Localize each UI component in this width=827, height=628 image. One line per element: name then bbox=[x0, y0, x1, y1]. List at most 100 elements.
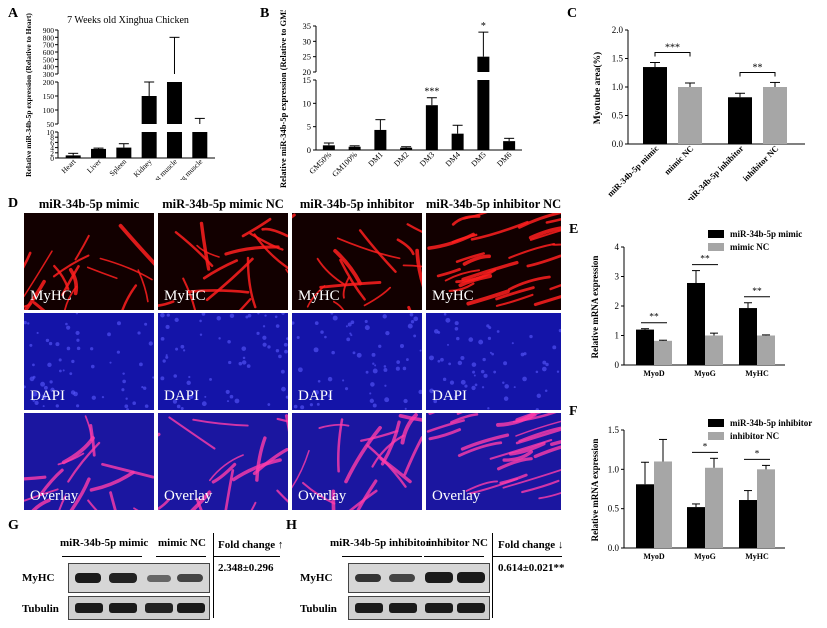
chart-b-ytick: 5 bbox=[307, 122, 311, 132]
chart-a-bar bbox=[192, 124, 208, 158]
chart-f-legend-swatch bbox=[708, 432, 724, 440]
chart-a-bar bbox=[65, 155, 81, 158]
chart-f-bar bbox=[636, 484, 654, 548]
chart-c-ytick: 1.0 bbox=[612, 82, 624, 92]
chart-c-bar bbox=[728, 97, 752, 144]
chart-b-ytick: 30 bbox=[303, 36, 312, 46]
chart-f-significance: * bbox=[703, 442, 708, 452]
chart-e-bar bbox=[705, 335, 723, 365]
chart-b-xtick: DM4 bbox=[444, 150, 462, 168]
chart-f-legend-label: miR-34b-5p inhibitor bbox=[730, 418, 812, 428]
micro-image-myhc-mimic-nc: MyHC bbox=[158, 213, 288, 310]
micro-row-label: DAPI bbox=[298, 388, 334, 404]
panel-label-a: A bbox=[8, 6, 19, 21]
chart-b-xtick: GM100% bbox=[330, 150, 359, 179]
chart-a-xtick: Heart bbox=[59, 156, 78, 175]
chart-f-ytick: 0.0 bbox=[608, 543, 620, 553]
micro-row-label: Overlay bbox=[164, 488, 213, 504]
chart-c-xtick: mimic NC bbox=[662, 143, 695, 176]
chart-b-bar bbox=[374, 129, 387, 150]
chart-e-legend-label: mimic NC bbox=[730, 242, 769, 252]
chart-b-significance: * bbox=[481, 21, 486, 32]
chart-e-significance: ** bbox=[649, 313, 659, 323]
micro-image-dapi-mimic-nc: DAPI bbox=[158, 313, 288, 410]
chart-f-bar bbox=[705, 467, 723, 548]
chart-a-ytick: 8 bbox=[50, 133, 54, 142]
wb-g-row-tubulin: Tubulin bbox=[22, 603, 59, 615]
micro-image-dapi-inhibitor-nc: DAPI bbox=[426, 313, 561, 410]
chart-e-bar bbox=[757, 335, 775, 365]
wb-h-myhc-blot bbox=[348, 563, 490, 593]
chart-e-ytick: 2 bbox=[615, 301, 620, 311]
wb-g-tubulin-blot bbox=[68, 596, 210, 620]
chart-a-ytick: 2 bbox=[50, 149, 54, 158]
chart-c-ylabel: Myotube area(%) bbox=[592, 52, 603, 124]
chart-a-ytick: 500 bbox=[43, 55, 55, 64]
micro-image-myhc-inhibitor-nc: MyHC bbox=[426, 213, 561, 310]
panel-label-h: H bbox=[286, 518, 297, 533]
chart-b-bar bbox=[322, 145, 335, 150]
chart-a-ytick: 200 bbox=[43, 78, 55, 87]
wb-g-group1: miR-34b-5p mimic bbox=[60, 537, 149, 549]
chart-b-bar bbox=[400, 147, 413, 150]
chart-b-bar bbox=[503, 141, 516, 150]
chart-e-legend-swatch bbox=[708, 243, 724, 251]
chart-b-xtick: DM6 bbox=[495, 150, 513, 168]
chart-a-title: 7 Weeks old Xinghua Chicken bbox=[67, 15, 189, 26]
chart-f-xtick: MyoD bbox=[643, 552, 665, 561]
micro-header-mimic: miR-34b-5p mimic bbox=[38, 197, 140, 211]
chart-c-significance: *** bbox=[665, 42, 680, 53]
chart-e-mrna-mimic: 0 1 2 3 4 MyoD MyoG MyHC ** ** ** miR-34b-5p mimic m… bbox=[590, 229, 802, 378]
wb-g-group2: mimic NC bbox=[158, 537, 206, 549]
micro-image-myhc-inhibitor: MyHC bbox=[292, 213, 422, 310]
chart-e-ytick: 4 bbox=[615, 242, 620, 252]
chart-b-xtick: DM2 bbox=[392, 150, 410, 168]
chart-f-ylabel: Relative mRNA expression bbox=[590, 439, 600, 542]
chart-c-bracket bbox=[739, 71, 776, 77]
chart-a-bar bbox=[166, 74, 182, 158]
micro-row-label: MyHC bbox=[432, 288, 474, 304]
micro-row-label: DAPI bbox=[30, 388, 66, 404]
chart-a-ytick: 6 bbox=[50, 138, 54, 147]
chart-e-legend-label: miR-34b-5p mimic bbox=[730, 229, 802, 239]
micro-header-inhibitor-nc: miR-34b-5p inhibitor NC bbox=[426, 197, 562, 211]
chart-a-ytick: 900 bbox=[43, 26, 55, 35]
panel-label-g: G bbox=[8, 518, 19, 533]
chart-c-ytick: 1.5 bbox=[612, 54, 624, 64]
wb-g-fold-header: Fold change ↑ bbox=[218, 539, 284, 551]
chart-e-bar bbox=[687, 282, 705, 365]
micro-image-overlay-inhibitor: Overlay bbox=[292, 413, 422, 510]
chart-a-xtick: Kidney bbox=[132, 157, 154, 179]
chart-a-bar bbox=[116, 147, 132, 158]
chart-f-ytick: 1.0 bbox=[608, 464, 620, 474]
micro-row-label: DAPI bbox=[432, 388, 468, 404]
chart-c-ytick: 0.5 bbox=[612, 111, 624, 121]
chart-e-xtick: MyoG bbox=[694, 369, 716, 378]
chart-f-xtick: MyoG bbox=[694, 552, 716, 561]
chart-e-bar bbox=[636, 329, 654, 365]
chart-b-bar bbox=[477, 56, 490, 150]
micro-image-dapi-inhibitor: DAPI bbox=[292, 313, 422, 410]
chart-c-bar bbox=[643, 67, 667, 144]
chart-f-legend-swatch bbox=[708, 419, 724, 427]
micro-row-label: MyHC bbox=[164, 288, 206, 304]
chart-a-ytick: 100 bbox=[43, 106, 55, 115]
chart-c-bracket bbox=[654, 51, 691, 57]
micro-row-label: Overlay bbox=[30, 488, 79, 504]
chart-e-xtick: MyoD bbox=[643, 369, 665, 378]
chart-a-ytick: 10 bbox=[47, 128, 55, 137]
wb-g-fold-value: 2.348±0.296 bbox=[218, 562, 274, 574]
chart-c-xtick: inhibitor NC bbox=[741, 143, 781, 183]
chart-c-ytick: 2.0 bbox=[612, 25, 624, 35]
wb-h-row-tubulin: Tubulin bbox=[300, 603, 337, 615]
panel-label-f: F bbox=[569, 404, 578, 419]
chart-f-bar bbox=[757, 469, 775, 548]
chart-e-bar bbox=[654, 340, 672, 365]
chart-c-bar bbox=[678, 87, 702, 144]
chart-a-ytick: 700 bbox=[43, 41, 55, 50]
chart-b-bar bbox=[425, 105, 438, 150]
chart-f-xtick: MyHC bbox=[745, 552, 769, 561]
